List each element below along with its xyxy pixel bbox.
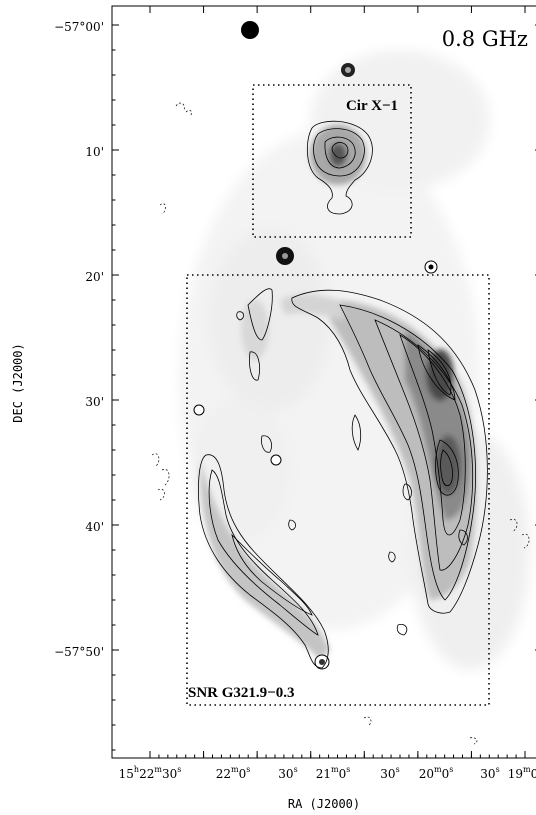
point-sources [193, 21, 438, 670]
x-tick-label-0: 15h22m30s [119, 765, 182, 781]
y-axis-label: DEC (J2000) [11, 343, 25, 422]
x-tick-label-3: 21m0s [316, 765, 351, 781]
y-axis-ticks [112, 24, 536, 751]
x-axis-ticks [149, 6, 526, 758]
y-tick-label: −57°50' [54, 645, 104, 659]
y-tick-label: 20' [85, 270, 104, 284]
diffuse-emission [180, 50, 530, 670]
cirx1-label: Cir X−1 [346, 98, 398, 114]
y-tick-label: 40' [85, 520, 104, 534]
x-tick-label-2: 30s [278, 765, 297, 781]
x-tick-label-5: 20m0s [419, 765, 454, 781]
x-axis-label: RA (J2000) [288, 797, 360, 811]
negative-contours [151, 102, 530, 745]
x-tick-label-1: 22m0s [216, 765, 251, 781]
x-tick-label-4: 30s [380, 765, 399, 781]
snr-region-box [186, 274, 490, 706]
y-tick-label: 30' [85, 395, 104, 409]
x-tick-labels: 15h22m30s 22m0s 30s 21m0s 30s 20m0s 30s … [119, 765, 536, 781]
snr-contours [198, 288, 488, 669]
y-tick-label: 10' [85, 145, 104, 159]
frequency-label: 0.8 GHz [442, 27, 528, 51]
snr-label: SNR G321.9−0.3 [188, 685, 294, 701]
y-tick-labels: −57°00' 10' 20' 30' 40' −57°50' [54, 20, 104, 659]
image-area [151, 21, 530, 745]
x-tick-label-6: 30s [480, 765, 499, 781]
cirx1-contours [306, 120, 373, 215]
y-tick-label: −57°00' [54, 20, 104, 34]
snr-greyscale [200, 125, 477, 660]
x-tick-label-7: 19m0s [508, 765, 536, 781]
